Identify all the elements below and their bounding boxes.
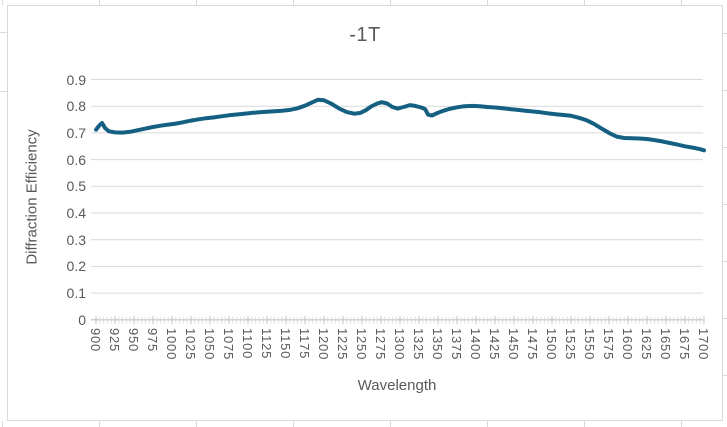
x-tick-label: 1225 xyxy=(335,328,350,361)
x-tick-label: 1700 xyxy=(696,328,711,361)
x-tick-label: 1175 xyxy=(297,328,312,360)
spreadsheet-gridline xyxy=(681,421,682,427)
spreadsheet-gridline xyxy=(584,0,585,5)
spreadsheet-gridline xyxy=(293,0,294,5)
x-tick-label: 975 xyxy=(145,328,160,353)
spreadsheet-gridline xyxy=(723,33,727,34)
spreadsheet-gridline xyxy=(487,421,488,427)
spreadsheet-gridline xyxy=(723,204,727,205)
x-tick-label: 1400 xyxy=(468,328,483,361)
x-tick-label: 1575 xyxy=(601,328,616,361)
spreadsheet-gridline xyxy=(0,91,7,92)
x-tick-label: 1625 xyxy=(639,328,654,361)
x-tick-label: 925 xyxy=(107,328,122,353)
x-tick-label: 1550 xyxy=(582,328,597,361)
spreadsheet-gridline xyxy=(584,421,585,427)
x-tick-label: 1325 xyxy=(411,328,426,361)
data-series-line[interactable] xyxy=(94,97,706,153)
y-tick-label: 0.1 xyxy=(66,285,86,302)
plot-area xyxy=(91,79,706,325)
x-tick-label: 1675 xyxy=(677,328,692,361)
y-tick-label: 0.7 xyxy=(66,124,86,141)
x-tick-label: 1600 xyxy=(620,328,635,361)
spreadsheet-gridline xyxy=(2,0,3,5)
x-tick-label: 1100 xyxy=(240,328,255,360)
spreadsheet-gridline xyxy=(99,0,100,5)
x-tick-label: 1500 xyxy=(544,328,559,361)
y-tick-label: 0.5 xyxy=(66,178,86,195)
x-tick-label: 1525 xyxy=(563,328,578,361)
y-tick-label: 0.4 xyxy=(66,205,86,221)
spreadsheet-gridline xyxy=(723,147,727,148)
y-tick-label: 0.8 xyxy=(66,98,86,115)
x-tick-label: 1350 xyxy=(430,328,445,361)
y-axis-title: Diffraction Efficiency xyxy=(23,129,41,265)
spreadsheet-gridline xyxy=(0,32,7,33)
x-tick-label: 1125 xyxy=(259,328,274,360)
x-tick-label: 1475 xyxy=(525,328,540,361)
y-tick-label: 0 xyxy=(78,311,86,328)
x-tick-label: 900 xyxy=(88,328,103,353)
spreadsheet-gridline xyxy=(723,318,727,319)
spreadsheet-gridline xyxy=(390,0,391,5)
x-axis-title: Wavelength xyxy=(357,377,437,394)
x-tick-label: 1200 xyxy=(316,328,331,361)
x-tick-label: 1450 xyxy=(506,328,521,361)
x-tick-label: 1150 xyxy=(278,328,293,360)
spreadsheet-gridline xyxy=(723,261,727,262)
x-tick-label: 1650 xyxy=(658,328,673,361)
spreadsheet-gridline xyxy=(2,421,3,427)
y-tick-label: 0.6 xyxy=(66,151,86,168)
x-tick-label: 1300 xyxy=(392,328,407,361)
spreadsheet-gridline xyxy=(196,421,197,427)
y-tick-label: 0.3 xyxy=(66,231,86,248)
y-tick-label: 0.2 xyxy=(66,258,86,275)
spreadsheet-gridline xyxy=(390,421,391,427)
x-tick-label: 1275 xyxy=(373,328,388,361)
spreadsheet-gridline xyxy=(293,421,294,427)
x-tick-label: 1250 xyxy=(354,328,369,361)
spreadsheet-gridline xyxy=(487,0,488,5)
spreadsheet-gridline xyxy=(681,0,682,5)
x-tick-label: 1375 xyxy=(449,328,464,361)
x-tick-label: 1050 xyxy=(202,328,217,361)
x-tick-label: 1075 xyxy=(221,328,236,361)
chart-title: -1T xyxy=(349,24,381,46)
spreadsheet-gridline xyxy=(99,421,100,427)
x-tick-label: 1425 xyxy=(487,328,502,361)
y-tick-label: 0.9 xyxy=(66,71,86,88)
x-tick-label: 1000 xyxy=(164,328,179,361)
spreadsheet-gridline xyxy=(196,0,197,5)
spreadsheet-gridline xyxy=(723,375,727,376)
x-tick-label: 950 xyxy=(126,328,141,353)
spreadsheet-gridline xyxy=(723,90,727,91)
chart-frame[interactable]: -1T Diffraction Efficiency Wavelength 0.… xyxy=(7,5,723,421)
x-tick-label: 1025 xyxy=(183,328,198,361)
